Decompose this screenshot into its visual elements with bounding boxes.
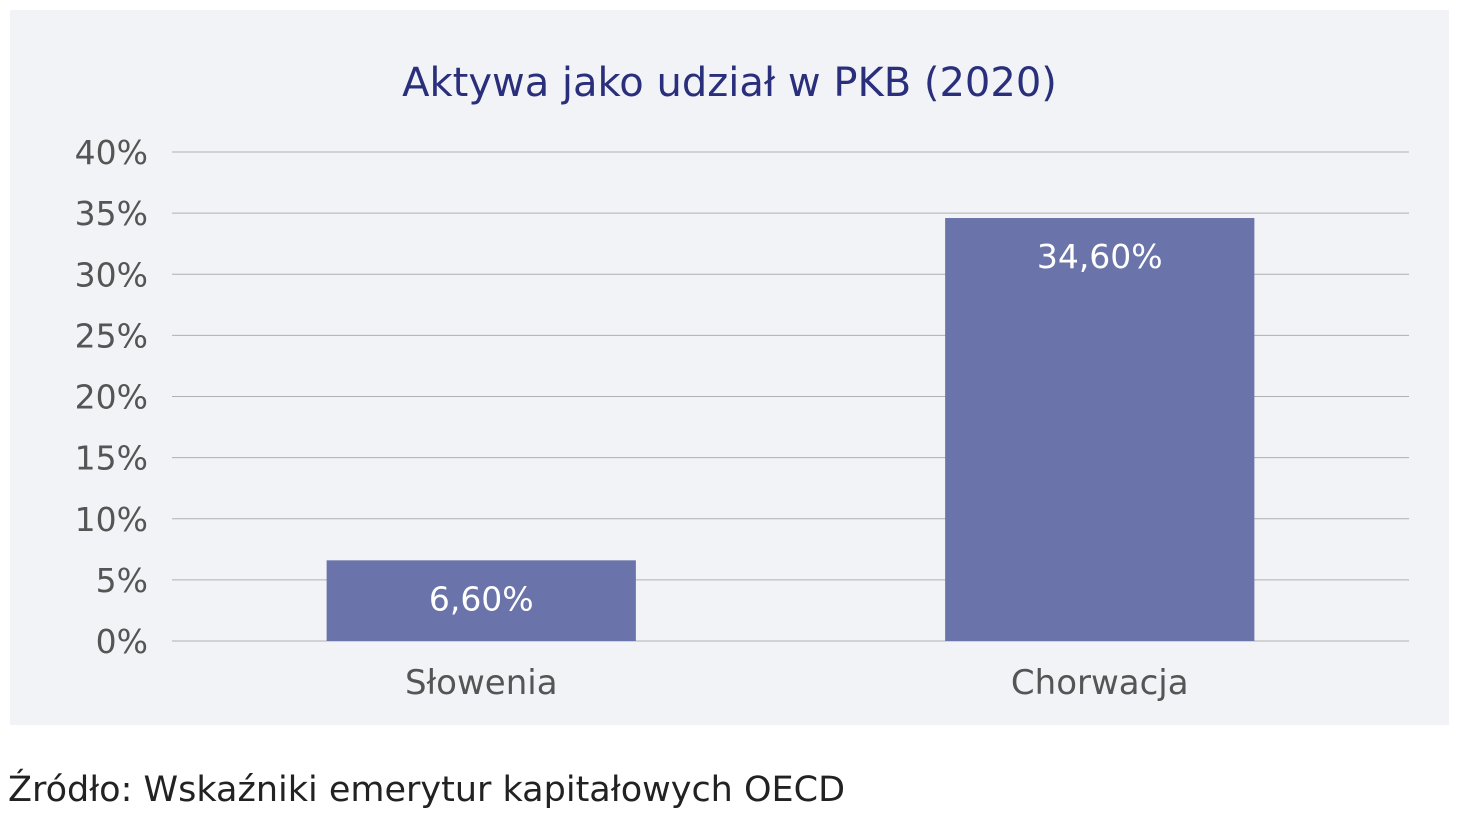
- y-tick-label: 15%: [75, 439, 148, 478]
- bar-2: [945, 218, 1255, 641]
- y-tick-label: 20%: [75, 378, 148, 417]
- y-tick-label: 40%: [75, 133, 148, 172]
- y-tick-label: 25%: [75, 316, 148, 355]
- y-tick-label: 0%: [96, 622, 148, 661]
- y-tick-label: 35%: [75, 194, 148, 233]
- source-note: Źródło: Wskaźniki emerytur kapitałowych …: [8, 770, 846, 810]
- bar-chart: 0% 5% 10% 15% 20% 25% 30% 35% 40% 6,60% Słowenia 34…: [75, 133, 1409, 703]
- x-category-label: Słowenia: [405, 663, 558, 703]
- data-label: 34,60%: [1037, 237, 1163, 276]
- y-tick-label: 5%: [96, 561, 148, 600]
- bar-1: [326, 560, 636, 641]
- y-tick-label: 30%: [75, 255, 148, 294]
- y-tick-label: 10%: [75, 500, 148, 539]
- chart-panel: Aktywa jako udział w PKB (2020) 0% 5% 10% 1…: [10, 10, 1449, 725]
- data-label: 6,60%: [429, 579, 534, 618]
- chart-title: Aktywa jako udział w PKB (2020): [402, 60, 1057, 106]
- x-category-label: Chorwacja: [1011, 663, 1189, 703]
